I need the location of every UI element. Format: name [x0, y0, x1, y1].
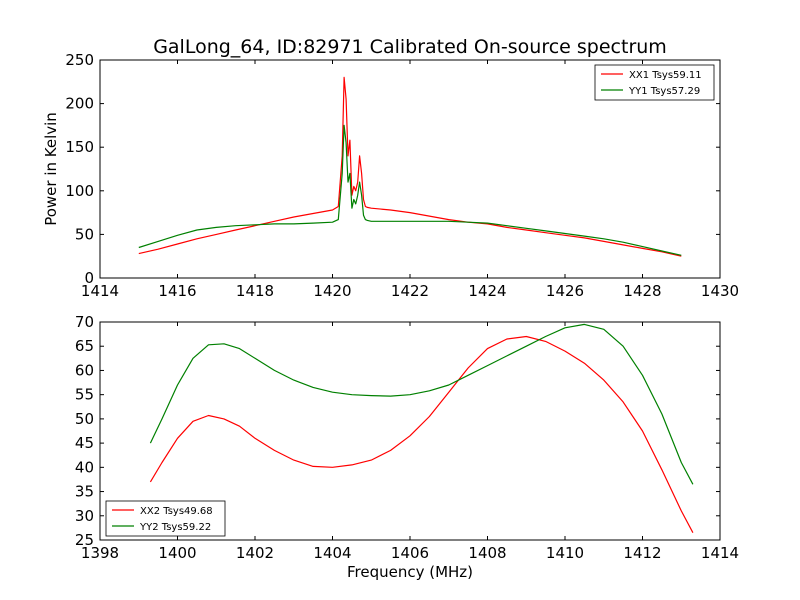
- y-tick-label: 65: [75, 337, 94, 355]
- x-tick-label: 1424: [468, 282, 506, 300]
- x-tick-label: 1414: [701, 544, 739, 562]
- x-axis-label: Frequency (MHz): [347, 563, 473, 581]
- y-tick-label: 250: [65, 51, 94, 69]
- legend-label: XX1 Tsys59.11: [629, 70, 702, 81]
- legend-label: YY1 Tsys57.29: [628, 86, 700, 97]
- x-tick-label: 1412: [623, 544, 661, 562]
- legend-label: XX2 Tsys49.68: [140, 506, 213, 517]
- legend-box: [105, 500, 226, 537]
- y-tick-label: 35: [75, 483, 94, 501]
- chart-2: 1398 1400 1402 1404 1406 1408 1410 1412 1414 25 30…: [75, 313, 739, 581]
- y-tick-label: 50: [75, 410, 94, 428]
- series-line-1: [149, 335, 694, 533]
- x-tick-label: 1420: [313, 282, 351, 300]
- series-line-2: [138, 124, 682, 256]
- y-tick-label: 200: [65, 95, 94, 113]
- y-tick-label: 50: [75, 225, 94, 243]
- legend: XX1 Tsys59.11 YY1 Tsys57.29: [594, 64, 715, 101]
- y-tick-label: 30: [75, 507, 94, 525]
- x-tick-label: 1422: [391, 282, 429, 300]
- series-line-2: [149, 323, 694, 485]
- y-tick-label: 70: [75, 313, 94, 331]
- legend-box: [594, 64, 715, 101]
- chart-title: GalLong_64, ID:82971 Calibrated On-sourc…: [153, 36, 667, 58]
- x-tick-label: 1426: [546, 282, 584, 300]
- y-tick-label: 0: [84, 269, 94, 287]
- x-tick-label: 1430: [701, 282, 739, 300]
- y-tick-label: 100: [65, 182, 94, 200]
- x-tick-label: 1400: [158, 544, 196, 562]
- legend-label: YY2 Tsys59.22: [139, 522, 211, 533]
- x-tick-label: 1410: [546, 544, 584, 562]
- y-tick-label: 40: [75, 458, 94, 476]
- y-tick-label: 25: [75, 531, 94, 549]
- legend: XX2 Tsys49.68 YY2 Tsys59.22: [105, 500, 226, 537]
- x-tick-label: 1428: [623, 282, 661, 300]
- x-tick-label: 1418: [236, 282, 274, 300]
- x-tick-label: 1402: [236, 544, 274, 562]
- chart-1: 1414 1416 1418 1420 1422 1424 1426 1428 1430 0 50 1…: [42, 51, 739, 300]
- charts: 1414 1416 1418 1420 1422 1424 1426 1428 14300501…: [42, 51, 739, 581]
- x-tick-label: 1414: [81, 282, 119, 300]
- y-tick-label: 55: [75, 386, 94, 404]
- x-tick-label: 1416: [158, 282, 196, 300]
- y-axis-label: Power in Kelvin: [42, 112, 60, 226]
- y-tick-label: 150: [65, 138, 94, 156]
- x-tick-label: 1404: [313, 544, 351, 562]
- y-tick-label: 45: [75, 434, 94, 452]
- y-tick-label: 60: [75, 361, 94, 379]
- series-line-1: [138, 76, 682, 257]
- x-tick-label: 1408: [468, 544, 506, 562]
- x-tick-label: 1398: [81, 544, 119, 562]
- x-tick-label: 1406: [391, 544, 429, 562]
